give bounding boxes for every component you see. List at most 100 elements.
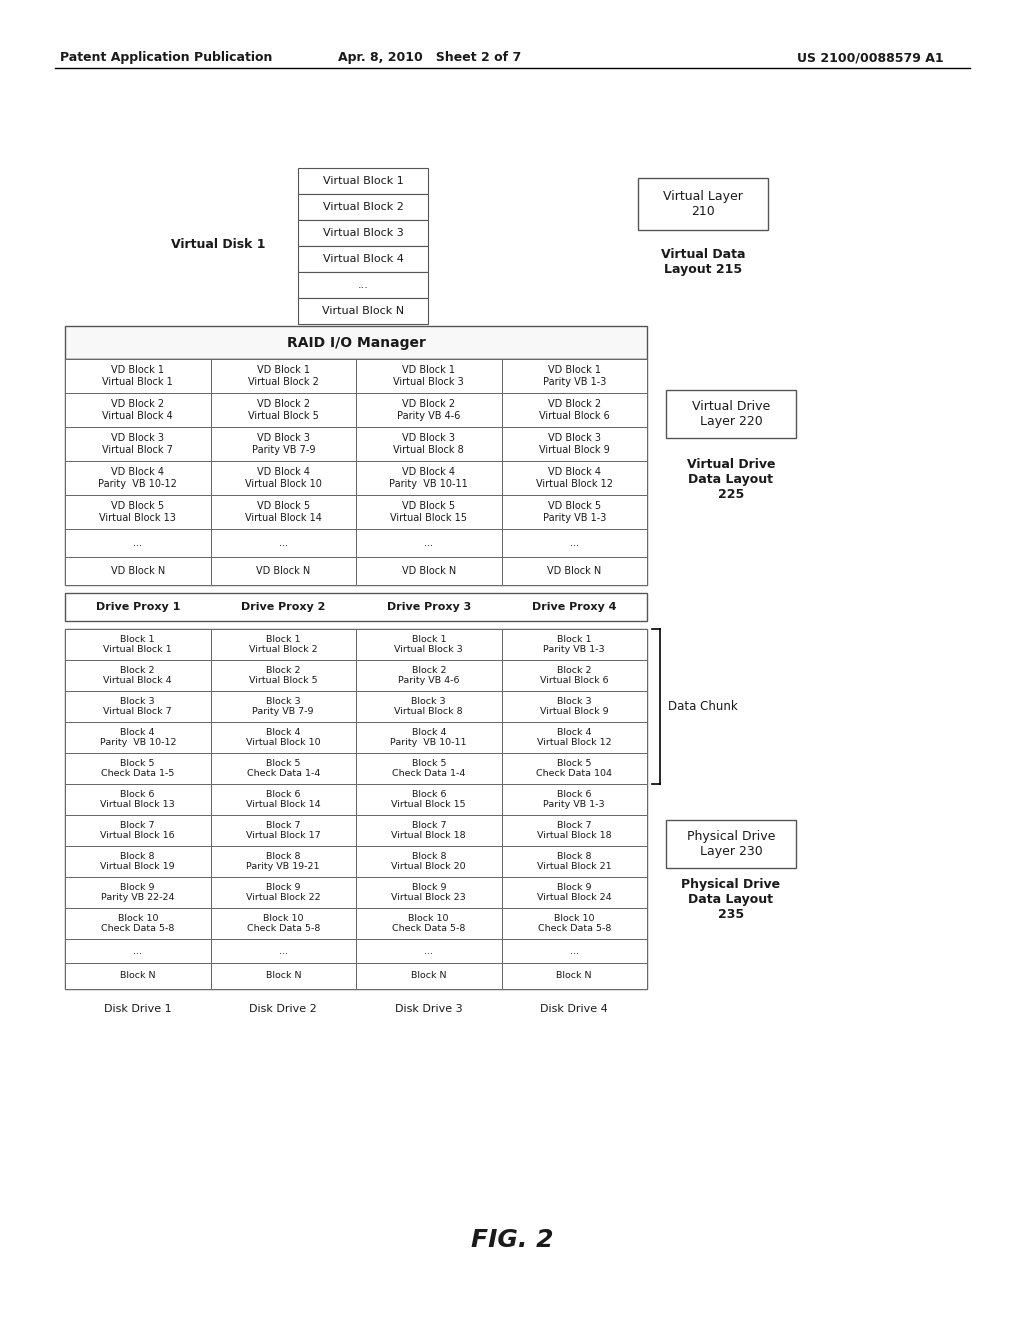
- Bar: [211, 495, 356, 529]
- Text: Block 5
Check Data 1-4: Block 5 Check Data 1-4: [247, 759, 319, 779]
- Text: VD Block N: VD Block N: [401, 566, 456, 576]
- Text: VD Block 5
Parity VB 1-3: VD Block 5 Parity VB 1-3: [543, 502, 606, 523]
- Text: Drive Proxy 3: Drive Proxy 3: [387, 602, 471, 612]
- Text: Block 4
Virtual Block 10: Block 4 Virtual Block 10: [246, 727, 321, 747]
- Bar: [211, 846, 356, 876]
- Text: Block N: Block N: [411, 972, 446, 981]
- Bar: [211, 876, 356, 908]
- Text: Block N: Block N: [556, 972, 592, 981]
- Text: VD Block 3
Virtual Block 8: VD Block 3 Virtual Block 8: [393, 433, 464, 455]
- Bar: [502, 722, 647, 752]
- Bar: [356, 908, 502, 939]
- Text: Block 2
Virtual Block 5: Block 2 Virtual Block 5: [249, 665, 317, 685]
- Bar: [502, 876, 647, 908]
- Bar: [65, 630, 211, 660]
- Text: Block 7
Virtual Block 16: Block 7 Virtual Block 16: [100, 821, 175, 841]
- Bar: [211, 359, 356, 393]
- Bar: [502, 846, 647, 876]
- Bar: [502, 495, 647, 529]
- Bar: [502, 814, 647, 846]
- Bar: [356, 814, 502, 846]
- Bar: [502, 393, 647, 426]
- Text: Virtual Layer
210: Virtual Layer 210: [664, 190, 743, 218]
- Text: Block 1
Virtual Block 2: Block 1 Virtual Block 2: [249, 635, 317, 655]
- Bar: [211, 908, 356, 939]
- Bar: [356, 964, 502, 989]
- Bar: [502, 964, 647, 989]
- Text: Block 3
Virtual Block 8: Block 3 Virtual Block 8: [394, 697, 463, 717]
- Text: Block 5
Check Data 1-5: Block 5 Check Data 1-5: [101, 759, 174, 779]
- Bar: [65, 529, 211, 557]
- Bar: [65, 690, 211, 722]
- Bar: [65, 908, 211, 939]
- Text: Disk Drive 1: Disk Drive 1: [104, 1005, 172, 1014]
- Bar: [356, 784, 502, 814]
- Text: VD Block 1
Virtual Block 2: VD Block 1 Virtual Block 2: [248, 366, 318, 387]
- Bar: [356, 752, 502, 784]
- Text: Drive Proxy 2: Drive Proxy 2: [241, 602, 326, 612]
- Bar: [298, 220, 428, 246]
- Bar: [666, 389, 796, 438]
- Text: Virtual Data
Layout 215: Virtual Data Layout 215: [660, 248, 745, 276]
- Bar: [211, 461, 356, 495]
- Text: Apr. 8, 2010   Sheet 2 of 7: Apr. 8, 2010 Sheet 2 of 7: [338, 51, 521, 65]
- Bar: [65, 660, 211, 690]
- Bar: [65, 722, 211, 752]
- Text: VD Block 4
Parity  VB 10-12: VD Block 4 Parity VB 10-12: [98, 467, 177, 488]
- Text: Block 8
Virtual Block 21: Block 8 Virtual Block 21: [537, 851, 611, 871]
- Bar: [211, 660, 356, 690]
- Bar: [502, 461, 647, 495]
- Bar: [65, 359, 211, 393]
- Bar: [356, 461, 502, 495]
- Text: Block 10
Check Data 5-8: Block 10 Check Data 5-8: [247, 913, 319, 933]
- Text: Virtual Disk 1: Virtual Disk 1: [171, 239, 265, 252]
- Text: ...: ...: [424, 539, 433, 548]
- Bar: [211, 690, 356, 722]
- Text: Block 6
Virtual Block 14: Block 6 Virtual Block 14: [246, 789, 321, 809]
- Text: Block 2
Virtual Block 6: Block 2 Virtual Block 6: [540, 665, 608, 685]
- Text: Virtual Block N: Virtual Block N: [322, 306, 404, 315]
- Text: VD Block 5
Virtual Block 13: VD Block 5 Virtual Block 13: [99, 502, 176, 523]
- Text: Block 6
Virtual Block 13: Block 6 Virtual Block 13: [100, 789, 175, 809]
- Bar: [356, 846, 502, 876]
- Bar: [356, 557, 502, 585]
- Text: Patent Application Publication: Patent Application Publication: [60, 51, 272, 65]
- Text: Block 10
Check Data 5-8: Block 10 Check Data 5-8: [538, 913, 611, 933]
- Bar: [356, 660, 502, 690]
- Bar: [298, 168, 428, 194]
- Bar: [356, 495, 502, 529]
- Bar: [502, 939, 647, 964]
- Text: VD Block 3
Parity VB 7-9: VD Block 3 Parity VB 7-9: [252, 433, 315, 455]
- Bar: [502, 784, 647, 814]
- Bar: [211, 426, 356, 461]
- Text: Virtual Block 4: Virtual Block 4: [323, 253, 403, 264]
- Bar: [65, 359, 647, 585]
- Text: Block 1
Parity VB 1-3: Block 1 Parity VB 1-3: [544, 635, 605, 655]
- Bar: [65, 426, 211, 461]
- Text: Block 8
Parity VB 19-21: Block 8 Parity VB 19-21: [247, 851, 319, 871]
- Text: ...: ...: [357, 280, 369, 290]
- Text: Block 9
Virtual Block 23: Block 9 Virtual Block 23: [391, 883, 466, 903]
- Text: Block 9
Parity VB 22-24: Block 9 Parity VB 22-24: [101, 883, 174, 903]
- Text: Block 8
Virtual Block 20: Block 8 Virtual Block 20: [391, 851, 466, 871]
- Bar: [65, 784, 211, 814]
- Text: Block 1
Virtual Block 3: Block 1 Virtual Block 3: [394, 635, 463, 655]
- Text: Block 4
Parity  VB 10-12: Block 4 Parity VB 10-12: [99, 727, 176, 747]
- Text: Block 10
Check Data 5-8: Block 10 Check Data 5-8: [392, 913, 466, 933]
- Bar: [298, 246, 428, 272]
- Bar: [298, 298, 428, 323]
- Text: ...: ...: [569, 539, 579, 548]
- Text: VD Block 4
Virtual Block 12: VD Block 4 Virtual Block 12: [536, 467, 612, 488]
- Text: Block 9
Virtual Block 22: Block 9 Virtual Block 22: [246, 883, 321, 903]
- Text: Block 7
Virtual Block 18: Block 7 Virtual Block 18: [537, 821, 611, 841]
- Bar: [65, 964, 211, 989]
- Bar: [356, 630, 502, 660]
- Text: Virtual Block 1: Virtual Block 1: [323, 176, 403, 186]
- Text: Physical Drive
Layer 230: Physical Drive Layer 230: [687, 830, 775, 858]
- Bar: [211, 752, 356, 784]
- Text: Block 7
Virtual Block 17: Block 7 Virtual Block 17: [246, 821, 321, 841]
- Text: Disk Drive 2: Disk Drive 2: [250, 1005, 317, 1014]
- Text: Block 1
Virtual Block 1: Block 1 Virtual Block 1: [103, 635, 172, 655]
- Bar: [638, 178, 768, 230]
- Text: Disk Drive 3: Disk Drive 3: [395, 1005, 463, 1014]
